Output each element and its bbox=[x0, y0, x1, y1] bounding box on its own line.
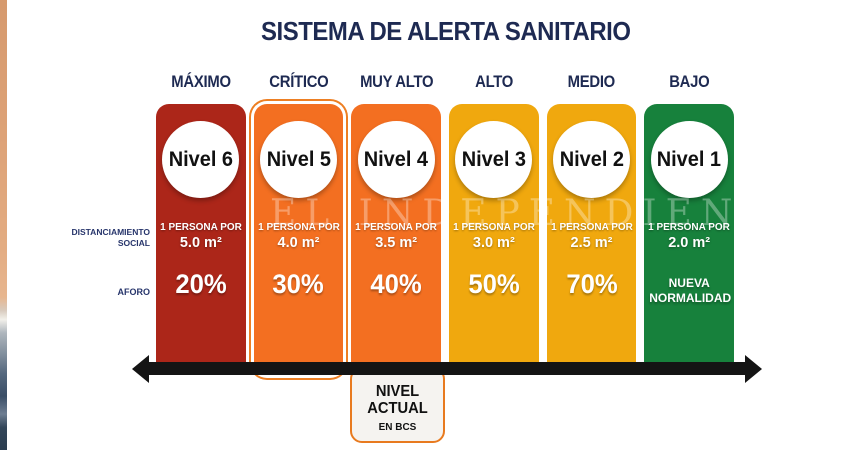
capacity-value: 40% bbox=[370, 268, 422, 299]
distancing-rule: 1 PERSONA POR 3.5 m² bbox=[355, 221, 438, 252]
header-alto: ALTO bbox=[474, 73, 513, 91]
level-circle: Nivel 4 bbox=[357, 121, 435, 198]
level-circle: Nivel 1 bbox=[650, 121, 728, 198]
level-circle: Nivel 2 bbox=[553, 121, 631, 198]
page-title: SISTEMA DE ALERTA SANITARIO bbox=[261, 16, 631, 46]
distancing-rule: 1 PERSONA POR 4.0 m² bbox=[257, 221, 340, 252]
distancing-rule: 1 PERSONA POR 2.5 m² bbox=[550, 221, 633, 252]
left-photo-edge bbox=[0, 0, 7, 450]
level-name: Nivel 5 bbox=[266, 147, 331, 171]
capacity-value: 20% bbox=[175, 268, 227, 299]
capacity-value: 50% bbox=[468, 268, 520, 299]
level-name: Nivel 1 bbox=[657, 147, 722, 171]
capacity-value: 70% bbox=[565, 268, 618, 299]
level-name: Nivel 2 bbox=[559, 147, 624, 171]
severity-headers: MÁXIMO CRÍTICO MUY ALTO ALTO MEDIO BAJO bbox=[156, 73, 734, 92]
level-name: Nivel 4 bbox=[364, 147, 429, 171]
level-circle: Nivel 5 bbox=[260, 121, 337, 198]
header-critico: CRÍTICO bbox=[268, 73, 329, 91]
level-name: Nivel 6 bbox=[168, 147, 233, 171]
level-circle: Nivel 3 bbox=[455, 121, 533, 198]
severity-axis-arrow bbox=[147, 362, 746, 375]
level-card-nivel-5: Nivel 5 1 PERSONA POR 4.0 m² 30% bbox=[253, 104, 344, 375]
social-distancing-label: DISTANCIAMIENTO SOCIAL bbox=[71, 227, 150, 248]
header-muy-alto: MUY ALTO bbox=[359, 73, 433, 91]
header-medio: MEDIO bbox=[567, 73, 616, 91]
level-name: Nivel 3 bbox=[461, 147, 527, 171]
level-circle: Nivel 6 bbox=[162, 121, 240, 198]
level-card-nivel-3: Nivel 3 1 PERSONA POR 3.0 m² 50% bbox=[449, 104, 539, 375]
level-card-nivel-2: Nivel 2 1 PERSONA POR 2.5 m² 70% bbox=[546, 104, 637, 375]
header-bajo: BAJO bbox=[669, 73, 710, 91]
distancing-rule: 1 PERSONA POR 5.0 m² bbox=[159, 221, 242, 252]
level-card-nivel-6: Nivel 6 1 PERSONA POR 5.0 m² 20% bbox=[156, 104, 246, 375]
capacity-value: 30% bbox=[272, 268, 325, 299]
distancing-rule: 1 PERSONA POR 2.0 m² bbox=[648, 221, 731, 252]
capacity-label: AFORO bbox=[117, 287, 151, 297]
capacity-value: NUEVA NORMALIDAD bbox=[649, 275, 732, 306]
header-maximo: MÁXIMO bbox=[171, 73, 231, 91]
current-level-badge: NIVEL ACTUAL EN BCS bbox=[350, 367, 445, 443]
arrow-right-head-icon bbox=[745, 355, 762, 383]
level-card-nivel-4: Nivel 4 1 PERSONA POR 3.5 m² 40% bbox=[351, 104, 442, 375]
distancing-rule: 1 PERSONA POR 3.0 m² bbox=[453, 221, 535, 252]
level-cards: Nivel 6 1 PERSONA POR 5.0 m² 20% Nivel 5… bbox=[156, 104, 735, 375]
level-card-nivel-1: Nivel 1 1 PERSONA POR 2.0 m² NUEVA NORMA… bbox=[644, 104, 735, 375]
arrow-left-head-icon bbox=[132, 355, 149, 383]
